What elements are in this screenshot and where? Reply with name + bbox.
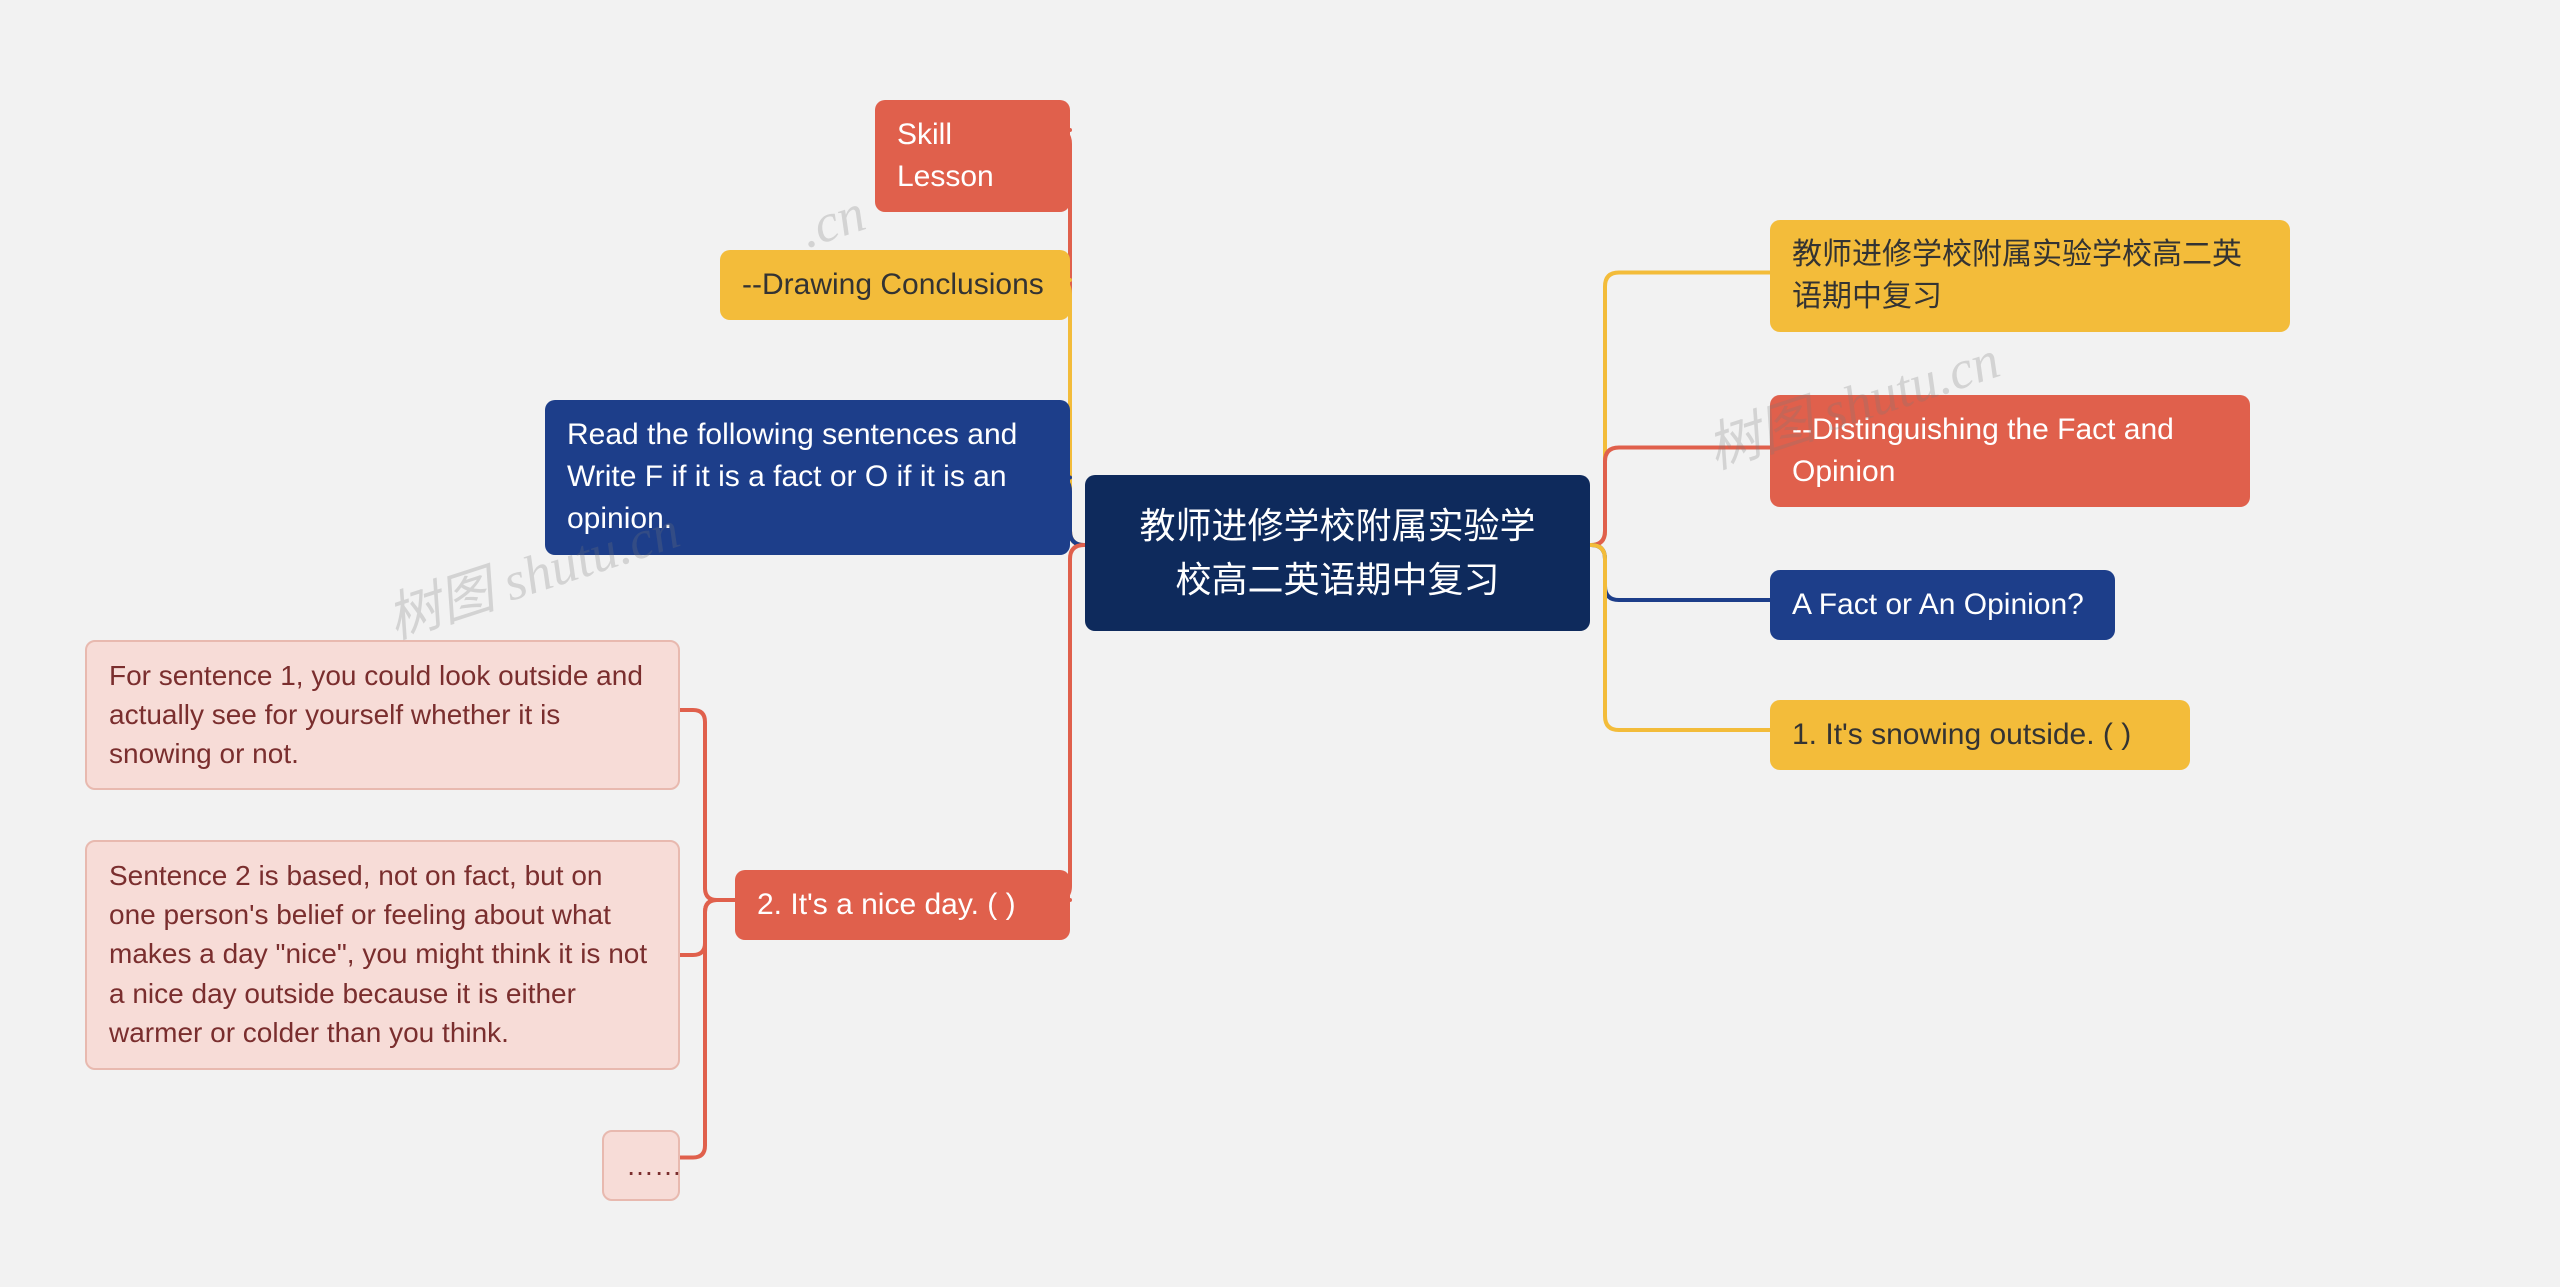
node-text-line: 教师进修学校附属实验学 bbox=[1115, 499, 1560, 553]
node-text-line: 教师进修学校附属实验学校高二英 bbox=[1792, 234, 2268, 276]
node-text-line: Skill Lesson bbox=[897, 114, 1048, 198]
right-node-r1: 教师进修学校附属实验学校高二英语期中复习 bbox=[1770, 220, 2290, 332]
grandchild-node-l4a: For sentence 1, you could look outside a… bbox=[85, 640, 680, 790]
node-text-line: --Drawing Conclusions bbox=[742, 264, 1048, 306]
node-text-line: --Distinguishing the Fact and Opinion bbox=[1792, 409, 2228, 493]
mindmap-root: 教师进修学校附属实验学校高二英语期中复习 bbox=[1085, 475, 1590, 631]
grandchild-node-l4b: Sentence 2 is based, not on fact, but on… bbox=[85, 840, 680, 1070]
node-text-line: …… bbox=[626, 1146, 656, 1185]
node-text-line: 1. It's snowing outside. ( ) bbox=[1792, 714, 2168, 756]
left-node-l2: --Drawing Conclusions bbox=[720, 250, 1070, 320]
watermark: .cn bbox=[792, 182, 872, 261]
right-node-r2: --Distinguishing the Fact and Opinion bbox=[1770, 395, 2250, 507]
left-node-l1: Skill Lesson bbox=[875, 100, 1070, 212]
right-node-r4: 1. It's snowing outside. ( ) bbox=[1770, 700, 2190, 770]
left-node-l4: 2. It's a nice day. ( ) bbox=[735, 870, 1070, 940]
node-text-line: 2. It's a nice day. ( ) bbox=[757, 884, 1048, 926]
grandchild-node-l4c: …… bbox=[602, 1130, 680, 1201]
node-text-line: Read the following sentences and Write F… bbox=[567, 414, 1048, 540]
node-text-line: Sentence 2 is based, not on fact, but on… bbox=[109, 856, 656, 1052]
node-text-line: For sentence 1, you could look outside a… bbox=[109, 656, 656, 774]
right-node-r3: A Fact or An Opinion? bbox=[1770, 570, 2115, 640]
node-text-line: 校高二英语期中复习 bbox=[1115, 553, 1560, 607]
node-text-line: A Fact or An Opinion? bbox=[1792, 584, 2093, 626]
node-text-line: 语期中复习 bbox=[1792, 276, 2268, 318]
left-node-l3: Read the following sentences and Write F… bbox=[545, 400, 1070, 555]
